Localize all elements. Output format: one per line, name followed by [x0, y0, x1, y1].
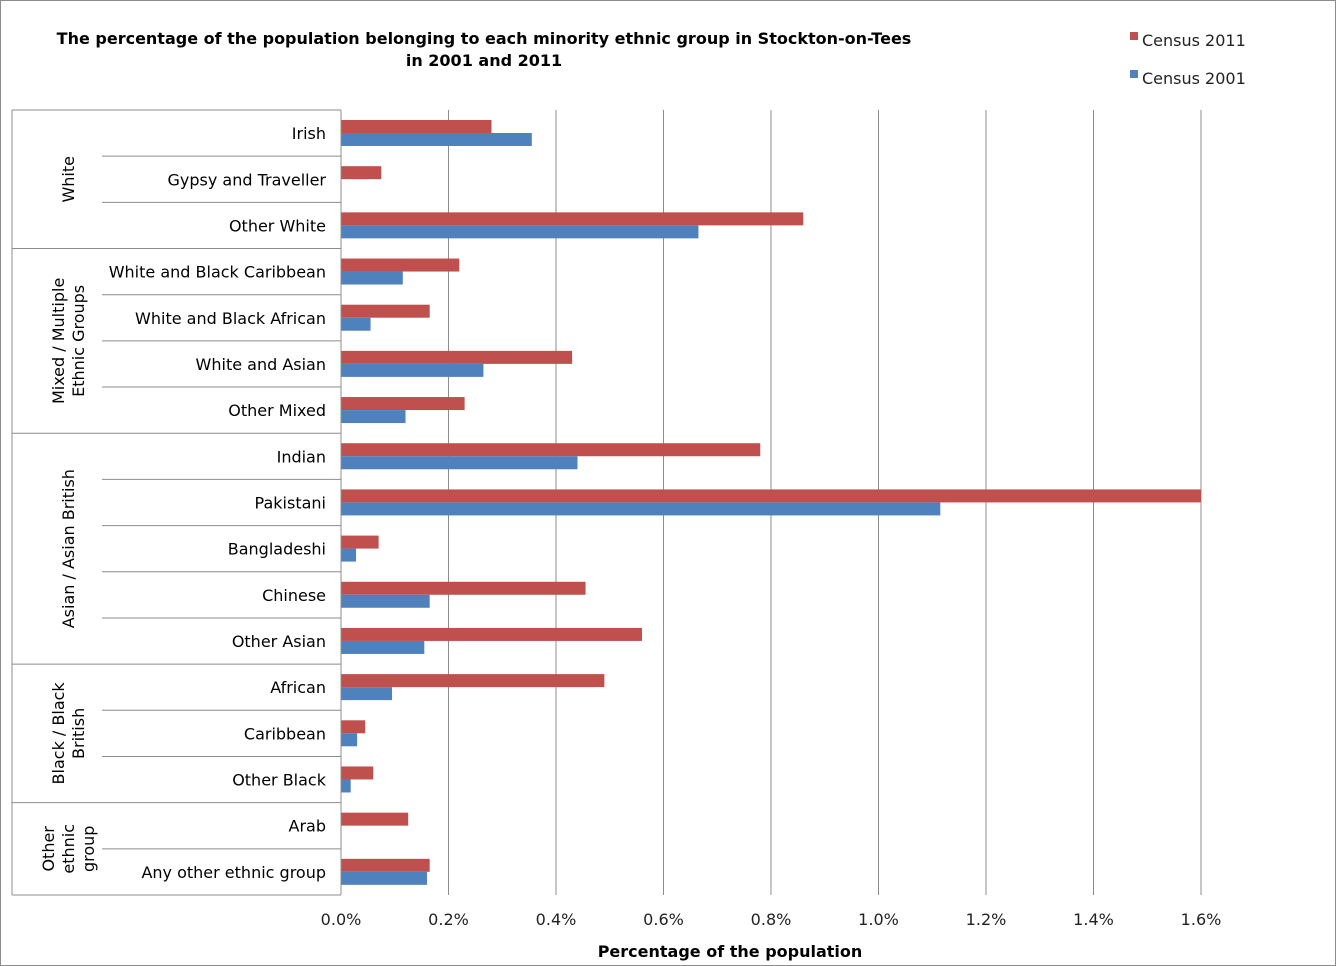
category-label: Indian — [277, 447, 326, 466]
bar-2011 — [341, 627, 642, 641]
category-label: White and Black African — [135, 309, 326, 328]
bar-2001 — [341, 456, 578, 470]
group-label: Otherethnicgroup — [39, 824, 98, 874]
bar-2001 — [341, 779, 351, 793]
category-label: White and Asian — [196, 355, 326, 374]
category-label: Other Black — [232, 771, 327, 790]
bar-2001 — [341, 225, 699, 239]
category-label: Bangladeshi — [228, 540, 326, 559]
bar-2001 — [341, 548, 357, 562]
bar-2011 — [341, 397, 465, 411]
bar-2011 — [341, 535, 379, 549]
bar-2001 — [341, 363, 484, 377]
x-tick-label: 1.4% — [1073, 910, 1114, 929]
x-tick-label: 0.4% — [536, 910, 577, 929]
bar-2011 — [341, 258, 460, 272]
bar-2011 — [341, 212, 804, 226]
legend: Census 2011 Census 2001 — [1130, 31, 1246, 88]
bar-2001 — [341, 502, 941, 516]
bar-2001 — [341, 133, 532, 146]
category-label: Pakistani — [255, 494, 326, 513]
x-axis-label-group: Percentage of the population — [598, 942, 863, 961]
legend-swatch — [1130, 70, 1138, 78]
x-tick-label: 0.2% — [428, 910, 469, 929]
group-label: White — [59, 156, 78, 203]
category-label: Gypsy and Traveller — [167, 170, 326, 189]
bar-2011 — [341, 166, 382, 180]
category-label: Caribbean — [244, 724, 326, 743]
x-tick-label: 0.0% — [321, 910, 362, 929]
bar-2001 — [341, 733, 358, 747]
group-label: Asian / Asian British — [59, 469, 78, 628]
category-label: Any other ethnic group — [141, 863, 326, 882]
chart-title-line: The percentage of the population belongi… — [57, 29, 912, 48]
category-label: Irish — [292, 124, 326, 143]
group-label: Black / BlackBritish — [49, 682, 88, 785]
legend-swatch — [1130, 32, 1138, 40]
legend-entry: Census 2001 — [1142, 69, 1246, 88]
bar-2011 — [341, 350, 573, 364]
bar-2001 — [341, 271, 403, 285]
bar-2001 — [341, 317, 371, 331]
category-label: African — [270, 678, 326, 697]
group-label: Mixed / MultipleEthnic Groups — [49, 278, 88, 404]
x-tick-label: 0.6% — [643, 910, 684, 929]
chart-title-line: in 2001 and 2011 — [406, 51, 562, 70]
bar-2001 — [341, 871, 427, 885]
chart-title: The percentage of the population belongi… — [57, 29, 912, 70]
bar-2011 — [341, 304, 430, 318]
bar-2001 — [341, 594, 430, 608]
bar-2001 — [341, 410, 406, 424]
x-tick-label: 1.6% — [1181, 910, 1222, 929]
bar-2011 — [341, 858, 430, 872]
bar-2011 — [341, 443, 761, 457]
x-axis-ticks: 0.0% 0.2% 0.4% 0.6% 0.8% 1.0% 1.2% 1.4% 1.6% — [321, 910, 1222, 929]
category-label: Arab — [289, 817, 326, 836]
gridlines — [448, 110, 1202, 895]
legend-entry: Census 2011 — [1142, 31, 1246, 50]
bar-2011 — [341, 489, 1201, 503]
category-axis: Irish Gypsy and Traveller Other White White… — [11, 109, 342, 896]
category-label: Chinese — [262, 586, 326, 605]
x-tick-label: 0.8% — [751, 910, 792, 929]
x-tick-label: 1.0% — [858, 910, 899, 929]
bar-2001 — [341, 687, 393, 701]
bars — [341, 120, 1201, 885]
bar-2011 — [341, 674, 605, 688]
category-label: Other Mixed — [228, 401, 326, 420]
x-tick-label: 1.2% — [966, 910, 1007, 929]
category-label: Other White — [229, 216, 326, 235]
bar-2011 — [341, 812, 409, 826]
bar-2001 — [341, 640, 425, 654]
bar-2011 — [341, 766, 374, 780]
category-label: Other Asian — [232, 632, 326, 651]
x-axis-label: Percentage of the population — [598, 942, 863, 961]
bar-2011 — [341, 120, 492, 133]
bar-2011 — [341, 581, 586, 595]
bar-2011 — [341, 720, 366, 734]
category-label: White and Black Caribbean — [109, 263, 326, 282]
